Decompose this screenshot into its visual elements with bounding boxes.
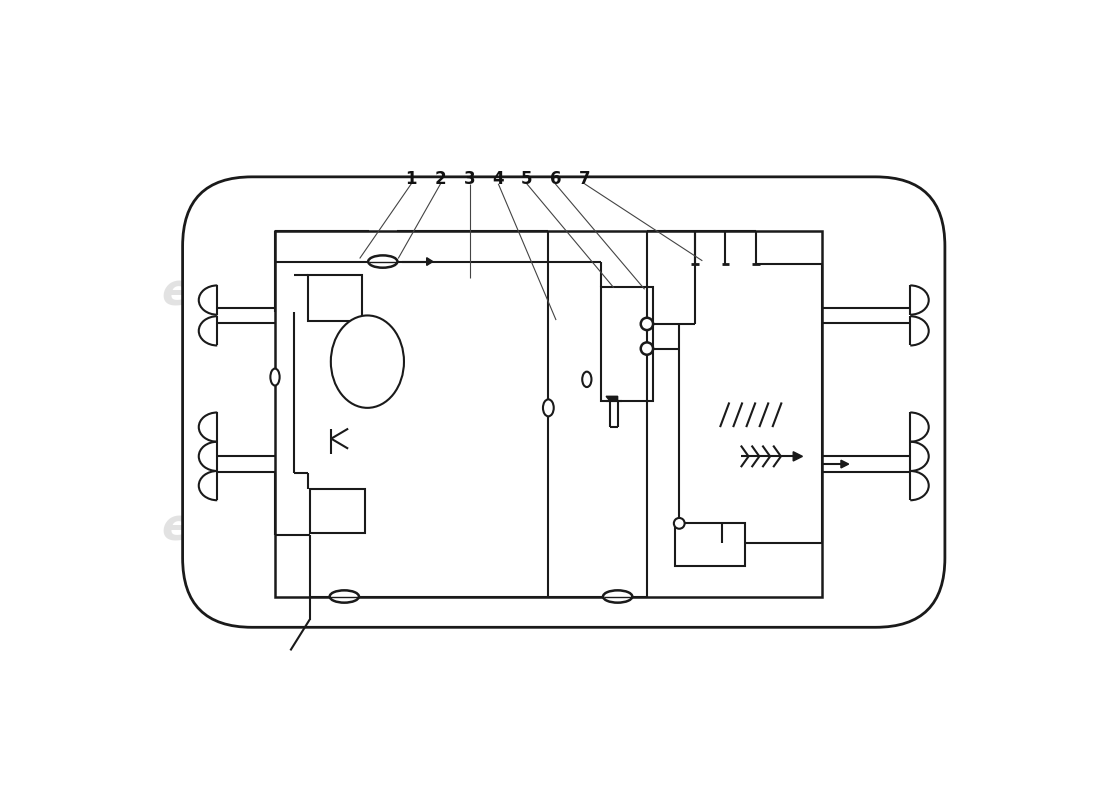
Polygon shape (427, 258, 433, 266)
Bar (275, 230, 822, 597)
Ellipse shape (543, 399, 553, 416)
Bar (675, 523, 745, 566)
Ellipse shape (641, 342, 653, 354)
Text: 2: 2 (434, 170, 447, 188)
Text: 4: 4 (493, 170, 504, 188)
Ellipse shape (603, 590, 632, 602)
Ellipse shape (641, 318, 653, 330)
Text: eurospares: eurospares (508, 506, 789, 549)
Ellipse shape (331, 315, 404, 408)
Polygon shape (842, 460, 849, 468)
Text: 1: 1 (406, 170, 417, 188)
Bar (308, 274, 362, 321)
Text: 5: 5 (521, 170, 532, 188)
Text: 7: 7 (579, 170, 591, 188)
Ellipse shape (582, 372, 592, 387)
Text: 3: 3 (464, 170, 475, 188)
Polygon shape (793, 452, 803, 461)
Ellipse shape (330, 590, 359, 602)
Text: eurospares: eurospares (508, 271, 789, 314)
Ellipse shape (674, 518, 684, 529)
Ellipse shape (368, 255, 397, 268)
Ellipse shape (271, 369, 279, 386)
Text: 6: 6 (550, 170, 561, 188)
Polygon shape (606, 396, 621, 401)
FancyBboxPatch shape (183, 177, 945, 627)
Text: eurospares: eurospares (162, 271, 442, 314)
Bar (601, 287, 653, 401)
Bar (310, 489, 365, 534)
Text: eurospares: eurospares (162, 506, 442, 549)
